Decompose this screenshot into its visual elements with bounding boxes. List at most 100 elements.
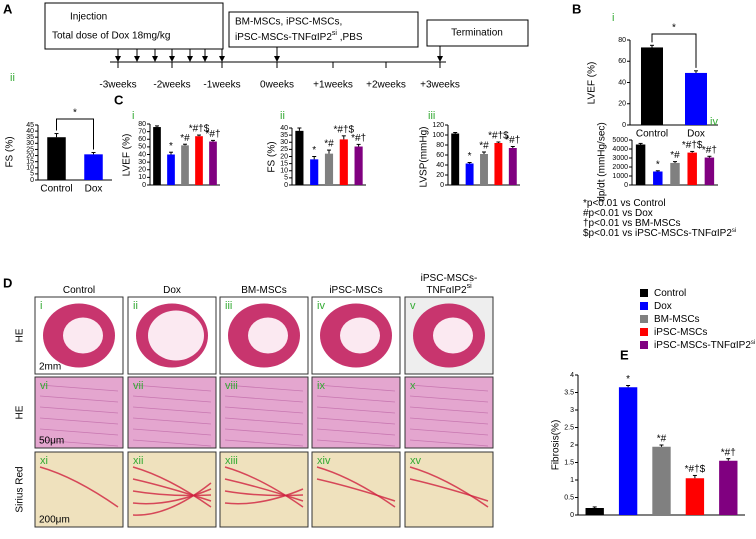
y-tick-label: 120 [432,122,444,129]
bar [635,144,646,185]
y-tick-label: 80 [138,121,146,128]
superscript: si [732,228,736,234]
y-tick-label: 0 [570,512,574,519]
y-axis-label: FS (%) [267,141,278,172]
y-tick-label: 0 [624,182,628,189]
y-axis-label: LVEF (%) [122,134,133,177]
image-numeral: vii [133,380,143,392]
footnote-text: $p<0.01 vs iPSC-MSCs-TNFαIP2 [583,228,732,239]
panel-label: D [3,275,12,290]
box-text: Termination [451,28,503,39]
tissue [316,439,396,447]
collagen [224,490,304,497]
box-text: BM-MSCs, iPSC-MSCs, [235,17,342,28]
arrow-head [187,56,193,62]
collagen [39,466,119,508]
y-tick-label: 20 [280,153,288,160]
panel-label: C [114,92,124,107]
tissue [316,384,396,392]
x-tick-label: Dox [687,129,705,140]
image-numeral: iii [225,300,232,312]
y-tick-label: 1.5 [564,459,574,466]
image-numeral: viii [225,380,238,392]
significance: *# [324,139,334,150]
y-tick-label: 40 [138,151,146,158]
column-label-part: Dox [163,285,181,296]
tissue [224,395,304,403]
histology-grid: Control Dox BM-MSCs iPSC-MSCs iPSC-MSCs-TNFα… [15,273,494,528]
collagen [224,488,304,505]
image-numeral: vi [40,380,48,392]
bar [494,143,503,185]
y-tick-label: 10 [280,168,288,175]
significance: *#†$ [189,124,210,135]
column-label-part: BM-MSCs [241,285,287,296]
bar [508,148,517,185]
collagen [409,466,489,508]
y-tick-label: 20 [26,152,34,159]
y-tick-label: 4 [570,372,574,379]
bar-chart: i LVEF (%) 0 20 40 60 80 Control Dox * [587,12,718,140]
y-tick-label: 40 [436,162,444,169]
heart-lumen [433,317,473,354]
bar [719,460,738,515]
column-label: iPSC-MSCs [329,285,382,296]
collagen [132,478,212,502]
heart-lumen [340,317,380,354]
week-label: -1weeks [203,80,240,91]
heart-lumen [63,317,103,354]
y-tick-label: 40 [618,79,626,86]
y-tick-label: 25 [280,146,288,153]
bar [685,478,705,515]
legend-name: BM-MSCs [654,314,700,325]
legend: Control Dox BM-MSCs iPSC-MSCs iPSC-MSCs-TNFα… [640,288,755,351]
significance: *#† [505,135,520,146]
tissue [409,417,489,425]
legend-swatch [640,328,648,336]
x-tick-label: Dox [85,184,103,195]
bar [670,162,680,185]
footnote-text: †p<0.01 vs BM-MSCs [583,218,681,229]
bracket [56,118,94,150]
y-tick-label: 50 [138,144,146,151]
row-label: Sirius Red [15,466,26,512]
legend-name: iPSC-MSCs-TNFαIP2 [654,340,751,351]
tissue [409,406,489,414]
tissue [409,439,489,447]
bar [195,136,203,185]
column-label: TNFαIP2si [426,283,472,295]
box [44,2,224,50]
collagen [316,478,396,502]
y-tick-label: 0 [440,182,444,189]
sub-label: iii [428,110,435,122]
box-text-part: ,PBS [337,32,363,43]
bar-chart: Fibrosis(%) 0 0.5 1 1.5 2 2.5 3 3.5 4 * *# *#†$ *#† [551,372,745,519]
y-tick-label: 1000 [612,173,628,180]
tissue [224,384,304,392]
image-numeral: xiv [317,455,331,467]
footnote-text: *p<0.01 vs Control [583,198,666,209]
y-tick-label: 20 [138,167,146,174]
tissue [39,384,119,392]
legend-name: iPSC-MSCs [654,327,707,338]
tissue [132,428,212,436]
significance: *#†$ [488,131,509,142]
tissue [224,428,304,436]
week-label: -3weeks [99,80,136,91]
significance: *# [479,141,489,152]
bar [310,159,319,185]
arrow-head [134,56,140,62]
box-text: Injection [70,12,107,23]
column-label: Dox [163,285,181,296]
bar [641,47,663,125]
y-tick-label: 10 [26,165,34,172]
y-tick-label: 0 [30,177,34,184]
tissue [39,439,119,447]
tissue [224,406,304,414]
y-tick-label: 30 [26,140,34,147]
significance: *# [180,133,190,144]
y-tick-label: 15 [280,160,288,167]
